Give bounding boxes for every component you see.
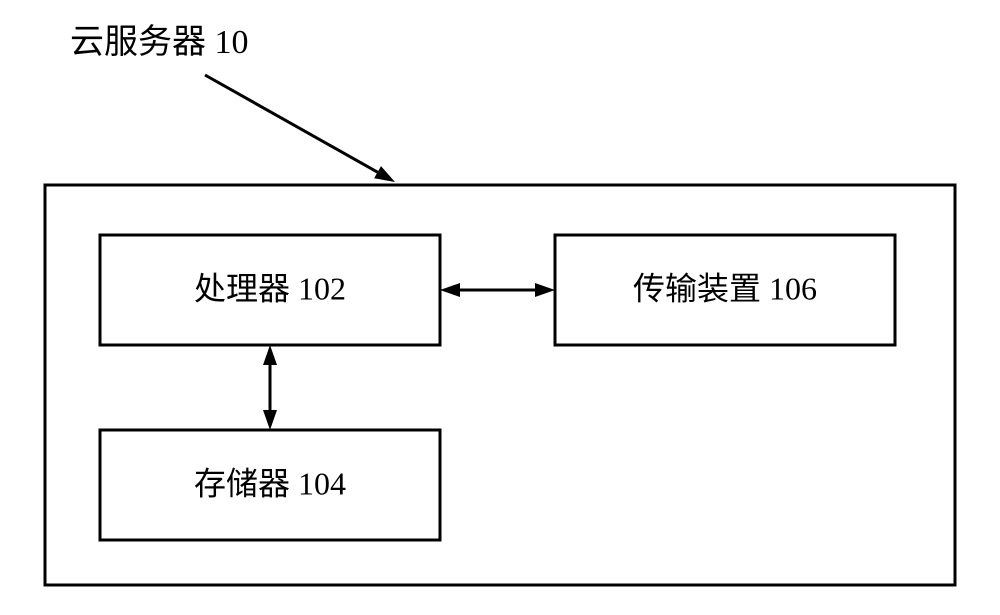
- node-processor-label: 处理器 102: [194, 270, 346, 306]
- outer-label: 云服务器 10: [70, 23, 249, 61]
- node-transport-label: 传输装置 106: [633, 270, 817, 306]
- canvas-bg: [0, 0, 1000, 615]
- node-memory-label: 存储器 104: [194, 465, 346, 501]
